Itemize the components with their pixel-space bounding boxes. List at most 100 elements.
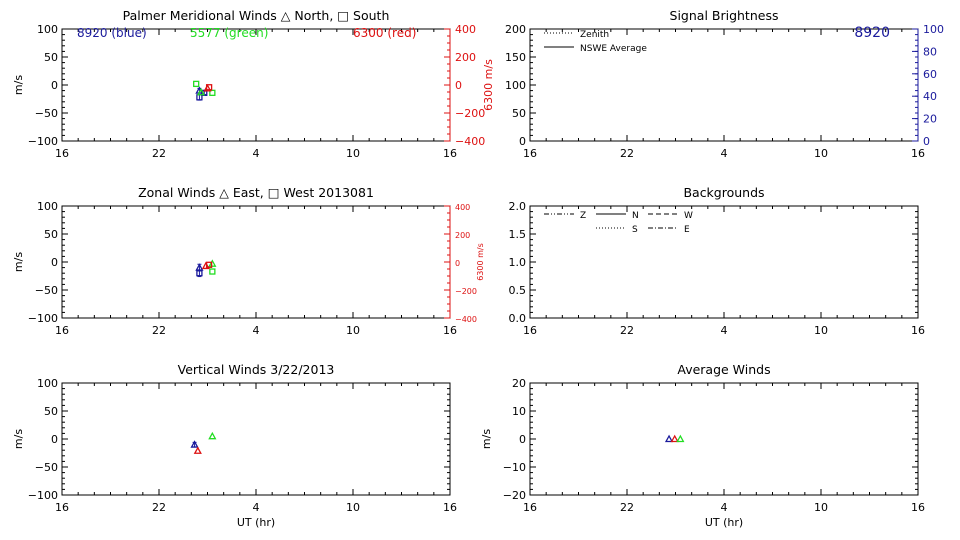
data-point-triangle — [193, 446, 202, 454]
plot-frame — [529, 205, 919, 319]
y-tick-label: 200 — [505, 23, 526, 36]
x-axis-label: UT (hr) — [705, 516, 743, 529]
x-tick-label: 4 — [721, 147, 728, 160]
plot-frame — [61, 205, 451, 319]
y-axis-label: m/s — [12, 75, 25, 95]
x-tick-label: 16 — [911, 147, 925, 160]
legend-text: 8920 (blue) — [77, 26, 147, 40]
x-tick-label: 16 — [443, 147, 457, 160]
y2-tick-label: 0 — [923, 135, 930, 148]
data-point-triangle — [208, 431, 217, 440]
y-tick-label: 100 — [37, 23, 58, 36]
x-tick-label: 16 — [523, 147, 537, 160]
plot-frame — [61, 382, 451, 496]
y2-tick-label: −400 — [455, 135, 485, 148]
y2-tick-label: −400 — [455, 315, 477, 324]
y-tick-label: 0 — [519, 433, 526, 446]
y-tick-label: 50 — [44, 405, 58, 418]
y2-tick-label: −200 — [455, 287, 477, 296]
x-tick-label: 16 — [443, 501, 457, 514]
y-tick-label: 20 — [512, 377, 526, 390]
x-tick-label: 4 — [253, 324, 260, 337]
y-tick-label: 150 — [505, 51, 526, 64]
x-tick-label: 22 — [620, 324, 634, 337]
y-tick-label: −50 — [35, 284, 58, 297]
corner-label: 8920 — [854, 25, 890, 41]
x-tick-label: 22 — [152, 324, 166, 337]
y-tick-label: 100 — [37, 377, 58, 390]
x-tick-label: 4 — [253, 501, 260, 514]
x-tick-label: 22 — [620, 501, 634, 514]
data-point-square — [209, 268, 216, 275]
legend-label: Zenith — [580, 30, 609, 40]
x-tick-label: 16 — [523, 324, 537, 337]
y-axis-label: m/s — [12, 429, 25, 449]
chart-title: Palmer Meridional Winds △ North, □ South — [123, 8, 390, 23]
y-tick-label: 2.0 — [509, 200, 527, 213]
meridional-panel: Palmer Meridional Winds △ North, □ South… — [12, 8, 495, 160]
y-tick-label: 1.5 — [509, 228, 527, 241]
x-tick-label: 22 — [152, 147, 166, 160]
x-tick-label: 4 — [721, 324, 728, 337]
legend-label: N — [632, 211, 639, 221]
data-point-triangle — [201, 261, 210, 270]
y2-axis-label: 6300 m/s — [482, 59, 495, 111]
y2-tick-label: 200 — [455, 231, 470, 240]
y-tick-label: 1.0 — [509, 256, 527, 269]
y-axis-label: m/s — [12, 252, 25, 272]
x-tick-label: 10 — [814, 147, 828, 160]
data-point-square — [193, 80, 200, 88]
y-tick-label: 0 — [51, 79, 58, 92]
plot-frame — [529, 382, 919, 496]
y-tick-label: 50 — [44, 228, 58, 241]
data-point-square — [196, 270, 203, 277]
x-tick-label: 16 — [911, 501, 925, 514]
data-point-square — [205, 84, 213, 91]
legend-label: Z — [580, 211, 586, 221]
legend-label: E — [684, 225, 690, 235]
legend-text: 5577 (green) — [190, 26, 268, 40]
y2-tick-label: 0 — [455, 79, 462, 92]
data-point-square — [209, 89, 216, 96]
y-tick-label: 0.0 — [509, 312, 527, 325]
y-tick-label: −50 — [35, 107, 58, 120]
y2-tick-label: 100 — [923, 23, 944, 36]
y-tick-label: −10 — [503, 461, 526, 474]
data-point-triangle — [190, 440, 199, 448]
chart-title: Vertical Winds 3/22/2013 — [178, 362, 335, 377]
y-tick-label: 50 — [512, 107, 526, 120]
x-tick-label: 16 — [523, 501, 537, 514]
y-tick-label: 10 — [512, 405, 526, 418]
chart-title: Average Winds — [677, 362, 770, 377]
x-tick-label: 16 — [55, 501, 69, 514]
data-point-triangle — [670, 434, 679, 443]
y2-tick-label: 400 — [455, 23, 476, 36]
x-tick-label: 10 — [346, 501, 360, 514]
y-tick-label: 100 — [505, 79, 526, 92]
y2-tick-label: 40 — [923, 90, 937, 103]
data-point-triangle — [208, 259, 217, 267]
y2-tick-label: 400 — [455, 203, 470, 212]
y-tick-label: −100 — [28, 135, 58, 148]
x-tick-label: 10 — [346, 324, 360, 337]
x-tick-label: 4 — [253, 147, 260, 160]
y-tick-label: −100 — [28, 312, 58, 325]
y-tick-label: 0.5 — [509, 284, 527, 297]
legend-label: S — [632, 225, 638, 235]
y-tick-label: 0 — [519, 135, 526, 148]
y2-tick-label: 200 — [455, 51, 476, 64]
y2-axis-label: 6300 m/s — [476, 243, 485, 281]
y-tick-label: −50 — [35, 461, 58, 474]
y-axis-label: m/s — [480, 429, 493, 449]
legend-label: NSWE Average — [580, 44, 647, 54]
y-tick-label: 0 — [51, 256, 58, 269]
x-tick-label: 16 — [911, 324, 925, 337]
y-tick-label: −20 — [503, 489, 526, 502]
y-tick-label: 100 — [37, 200, 58, 213]
x-tick-label: 22 — [620, 147, 634, 160]
x-tick-label: 10 — [814, 324, 828, 337]
